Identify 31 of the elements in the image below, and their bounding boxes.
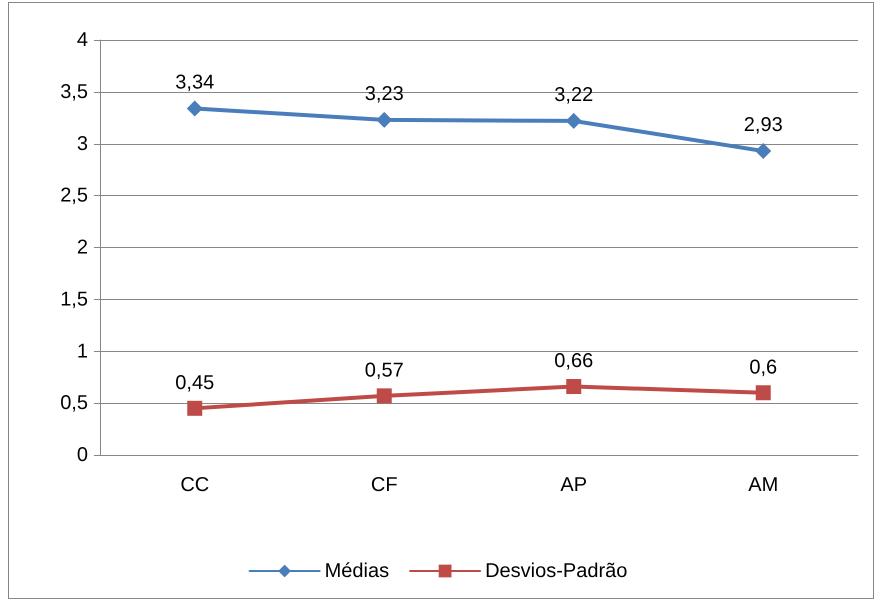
data-label: 3,22 [554,84,594,106]
y-tick-label: 0 [76,444,88,466]
y-tick-label: 3 [76,132,88,155]
point [186,100,203,116]
legend-label: Desvios-Padrão [485,560,628,582]
data-label: 3,23 [364,82,404,105]
y-tick-label: 0,5 [60,392,88,414]
x-tick-label: AP [560,474,588,496]
point [756,385,771,400]
point [566,112,582,129]
point [376,112,392,128]
y-tick-label: 1,5 [60,288,88,310]
x-tick-label: CC [180,474,210,496]
x-tick-label: AM [748,474,778,496]
x-tick-label: CF [370,474,398,496]
data-label: 0,45 [175,372,214,394]
y-tick-label: 1 [76,340,88,362]
y-tick-label: 4 [76,29,88,51]
data-label: 3,34 [175,71,214,94]
data-label: 0,57 [364,359,404,382]
point [376,388,392,404]
data-label: 2,93 [744,114,783,136]
data-label: 0,66 [554,350,594,372]
y-tick-label: 2,5 [60,184,88,207]
y-tick-label: 3,5 [60,80,88,103]
point [187,400,202,416]
point [755,143,772,160]
data-label: 0,6 [749,356,778,378]
legend-label: Médias [324,560,390,582]
y-tick-label: 2 [76,236,88,258]
point [566,379,582,394]
